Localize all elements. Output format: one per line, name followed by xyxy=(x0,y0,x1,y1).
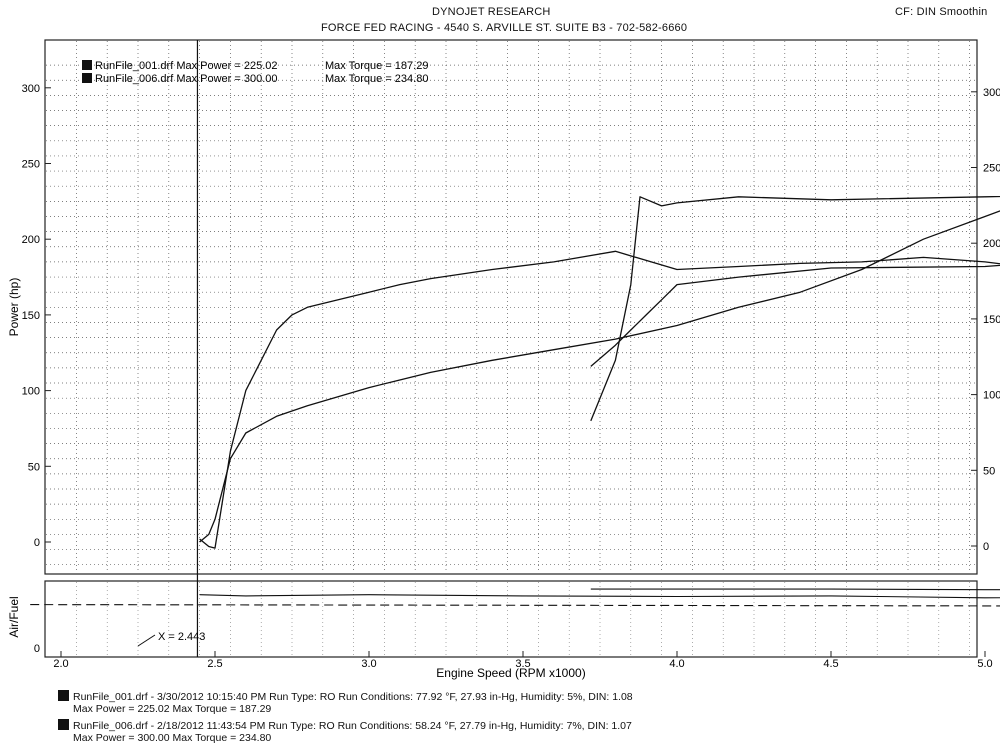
cursor-label: X = 2.443 xyxy=(158,631,205,643)
legend-entry-2: RunFile_006.drf Max Power = 300.00 xyxy=(95,73,278,85)
x-tick-label: 3.0 xyxy=(361,658,376,670)
run-info-2-line2: Max Power = 300.00 Max Torque = 234.80 xyxy=(73,732,272,744)
series-line-3 xyxy=(199,250,1000,549)
legend-entry-1: RunFile_001.drf Max Power = 225.02 xyxy=(95,60,278,72)
air-fuel-line-1 xyxy=(199,594,1000,599)
air-fuel-line-3 xyxy=(30,604,1000,607)
x-tick-label: 4.5 xyxy=(823,658,838,670)
air-fuel-plot-frame xyxy=(44,580,978,658)
power-curves xyxy=(199,195,1000,549)
run-info-2: RunFile_006.drf - 2/18/2012 11:43:54 PM … xyxy=(58,719,632,744)
legend-entry-2-torque: Max Torque = 234.80 xyxy=(325,73,428,85)
air-fuel-curves xyxy=(30,588,1000,607)
x-tick-label: 5.0 xyxy=(977,658,992,670)
x-tick-label: 2.5 xyxy=(207,658,222,670)
y2-tick-label: 0 xyxy=(983,541,989,553)
cursor-label-leader xyxy=(137,634,156,647)
y-tick-label: 0 xyxy=(34,643,40,655)
x-tick-label: 3.5 xyxy=(515,658,530,670)
series-line-2 xyxy=(590,195,1000,422)
y2-tick-label: 100 xyxy=(983,390,1000,402)
y-tick-label: 0 xyxy=(34,537,40,549)
y-tick-label: 250 xyxy=(22,159,40,171)
run-swatch xyxy=(58,719,69,730)
y2-tick-label: 150 xyxy=(983,314,1000,326)
legend-swatch xyxy=(82,73,92,83)
y-tick-label: 300 xyxy=(22,83,40,95)
correction-label: CF: DIN Smoothin xyxy=(895,6,988,18)
y-tick-label: 50 xyxy=(28,461,40,473)
x-tick-label: 4.0 xyxy=(669,658,684,670)
air-fuel-line-2 xyxy=(590,588,1000,591)
air-fuel-axis-label: Air/Fuel xyxy=(7,596,21,637)
y-tick-label: 150 xyxy=(22,310,40,322)
legend-box: RunFile_001.drf Max Power = 225.02 Max T… xyxy=(82,60,428,85)
y2-tick-label: 300 xyxy=(983,87,1000,99)
legend-swatch xyxy=(82,60,92,70)
axis-ticks: 0 50 100 150 200 250 300 0 50 100 150 200 250 300 2.0 2… xyxy=(22,83,1000,670)
series-line-4 xyxy=(590,264,1000,367)
y2-tick-label: 250 xyxy=(983,163,1000,175)
legend-entry-1-torque: Max Torque = 187.29 xyxy=(325,60,428,72)
power-grid xyxy=(46,41,976,573)
y2-tick-label: 50 xyxy=(983,465,995,477)
chart-title: DYNOJET RESEARCH xyxy=(432,6,551,18)
x-axis-label: Engine Speed (RPM x1000) xyxy=(436,666,585,680)
y-tick-label: 200 xyxy=(22,234,40,246)
run-info-1: RunFile_001.drf - 3/30/2012 10:15:40 PM … xyxy=(58,690,633,715)
series-line-1 xyxy=(199,210,1000,543)
run-swatch xyxy=(58,690,69,701)
run-info-1-line1: RunFile_001.drf - 3/30/2012 10:15:40 PM … xyxy=(73,691,633,703)
run-info-1-line2: Max Power = 225.02 Max Torque = 187.29 xyxy=(73,703,272,715)
chart-subtitle: FORCE FED RACING - 4540 S. ARVILLE ST. S… xyxy=(321,22,688,34)
y2-tick-label: 200 xyxy=(983,238,1000,250)
y-tick-label: 100 xyxy=(22,386,40,398)
power-plot-frame xyxy=(44,39,978,575)
power-axis-label: Power (hp) xyxy=(7,278,21,337)
x-tick-label: 2.0 xyxy=(53,658,68,670)
run-info-2-line1: RunFile_006.drf - 2/18/2012 11:43:54 PM … xyxy=(73,720,632,732)
air-fuel-grid xyxy=(76,582,970,656)
